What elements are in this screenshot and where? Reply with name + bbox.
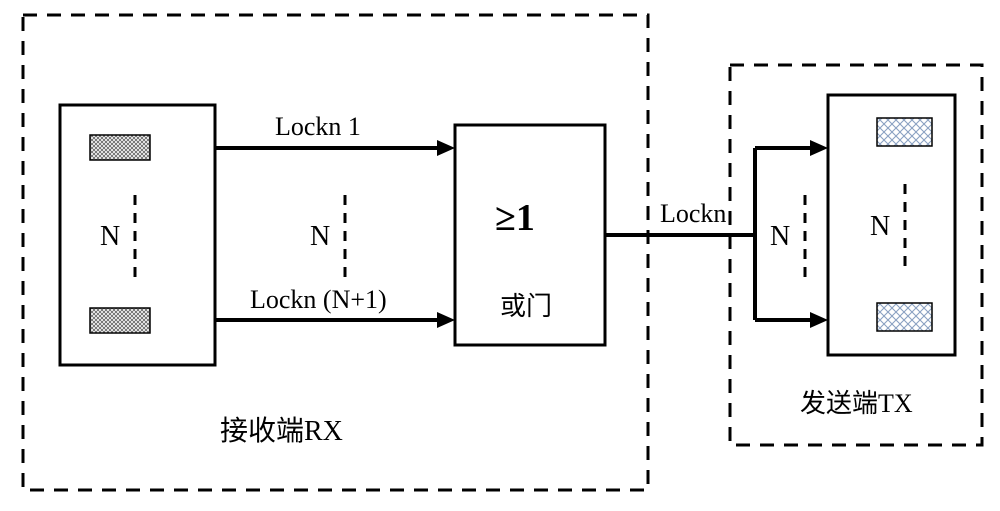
tx-inner-n-label: N xyxy=(870,211,890,242)
arrow-lockn-out xyxy=(605,140,828,328)
or-gate-symbol: ≥1 xyxy=(495,197,535,239)
label-lockn-1: Lockn 1 xyxy=(275,112,361,141)
rx-channel-top xyxy=(90,135,150,160)
or-gate-label: 或门 xyxy=(500,292,552,321)
tx-container-label: 发送端TX xyxy=(800,389,913,418)
tx-channel-top xyxy=(877,118,932,146)
tx-channel-bottom xyxy=(877,303,932,331)
rx-container-label: 接收端RX xyxy=(220,415,343,447)
label-lockn-n1: Lockn (N+1) xyxy=(250,285,387,314)
label-lockn-out: Lockn xyxy=(660,199,726,228)
arrow-lockn-n1 xyxy=(215,312,455,328)
rx-channel-bottom xyxy=(90,308,150,333)
tx-split-n-label: N xyxy=(770,221,790,252)
arrows-n-label: N xyxy=(310,221,330,252)
rx-inner-n-label: N xyxy=(100,221,120,252)
arrow-lockn-1 xyxy=(215,140,455,156)
